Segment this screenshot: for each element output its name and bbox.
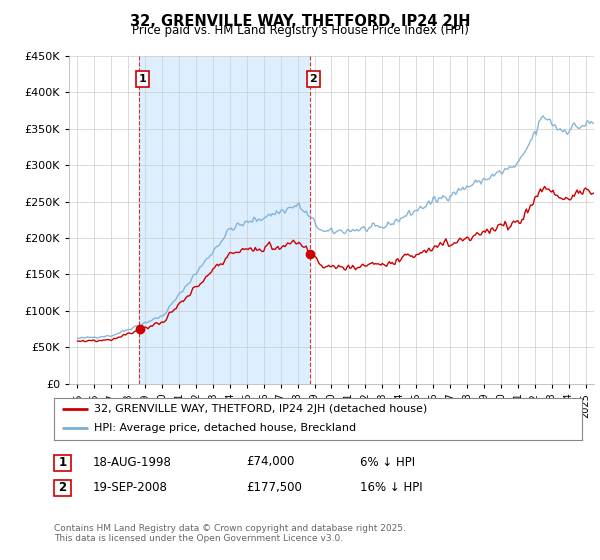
Text: Price paid vs. HM Land Registry's House Price Index (HPI): Price paid vs. HM Land Registry's House … [131, 24, 469, 37]
Text: 6% ↓ HPI: 6% ↓ HPI [360, 455, 415, 469]
Text: £74,000: £74,000 [246, 455, 295, 469]
Text: 19-SEP-2008: 19-SEP-2008 [93, 480, 168, 494]
Text: 32, GRENVILLE WAY, THETFORD, IP24 2JH: 32, GRENVILLE WAY, THETFORD, IP24 2JH [130, 14, 470, 29]
Text: 18-AUG-1998: 18-AUG-1998 [93, 455, 172, 469]
Text: Contains HM Land Registry data © Crown copyright and database right 2025.
This d: Contains HM Land Registry data © Crown c… [54, 524, 406, 543]
Text: 1: 1 [58, 455, 67, 469]
Text: 2: 2 [58, 480, 67, 494]
Text: 16% ↓ HPI: 16% ↓ HPI [360, 480, 422, 494]
Bar [139, 56, 310, 384]
Text: 32, GRENVILLE WAY, THETFORD, IP24 2JH (detached house): 32, GRENVILLE WAY, THETFORD, IP24 2JH (d… [94, 404, 427, 414]
Text: 2: 2 [310, 74, 317, 84]
Text: 1: 1 [139, 74, 146, 84]
Text: £177,500: £177,500 [246, 480, 302, 494]
Text: HPI: Average price, detached house, Breckland: HPI: Average price, detached house, Brec… [94, 423, 356, 433]
